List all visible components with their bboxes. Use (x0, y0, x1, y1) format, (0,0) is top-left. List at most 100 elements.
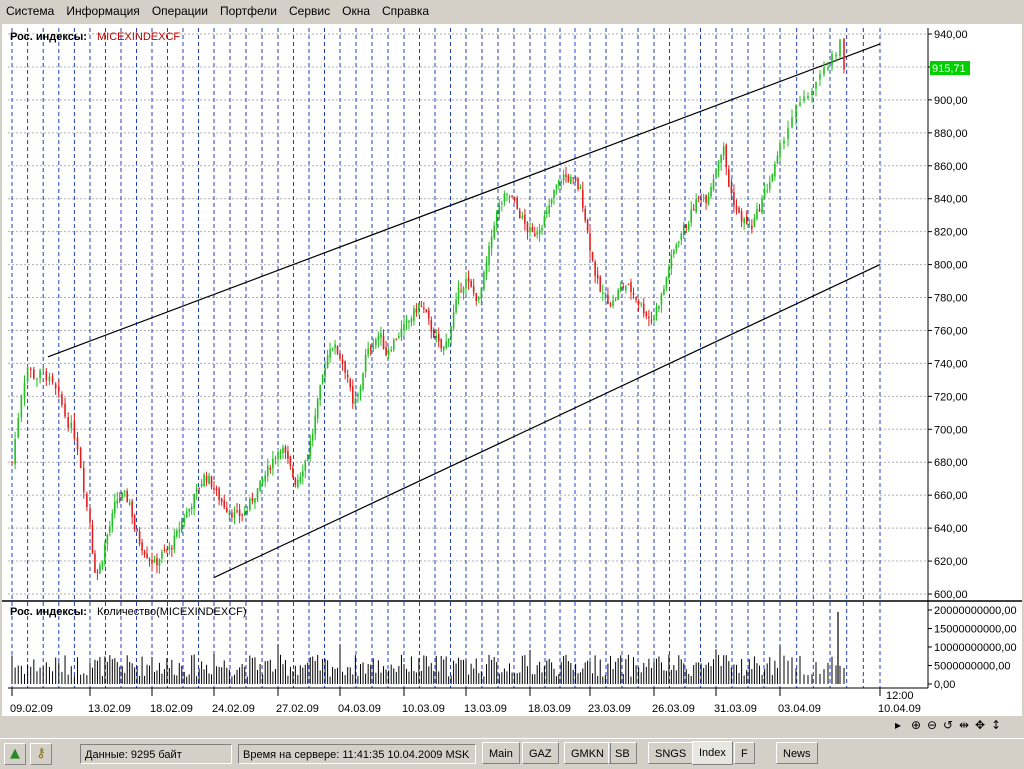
candle-body (106, 534, 109, 544)
candle-body (121, 492, 124, 498)
candle-body (210, 476, 213, 487)
candle-body (400, 328, 403, 338)
connection-icon[interactable]: ▲ (4, 743, 26, 765)
chart-window[interactable]: 940,00920,00900,00880,00860,00840,00820,… (2, 24, 1022, 717)
tab-f[interactable]: F (734, 742, 755, 764)
price-chart[interactable]: 940,00920,00900,00880,00860,00840,00820,… (2, 24, 1022, 717)
price-tick-label: 820,00 (934, 227, 968, 239)
candle-body (771, 174, 774, 182)
scroll-right-icon[interactable]: ▸ (894, 718, 902, 732)
candle-body (104, 543, 106, 563)
menu-informatsiya[interactable]: Информация (66, 4, 140, 18)
menu-okna[interactable]: Окна (342, 4, 370, 18)
candle-body (274, 457, 277, 459)
key-icon[interactable]: ⚷ (30, 743, 52, 765)
reset-zoom-icon[interactable]: ↺ (942, 718, 954, 732)
candle-body (555, 185, 558, 189)
channel-upper-line[interactable] (47, 43, 881, 358)
status-bar: ▲ ⚷ Данные: 9295 байт Время на сервере: … (0, 738, 1024, 769)
candle-body (151, 559, 153, 564)
candle-body (36, 378, 38, 380)
candle-body (375, 339, 377, 346)
candle-body (339, 353, 341, 360)
tab-main[interactable]: Main (482, 742, 520, 764)
candle-body (678, 241, 680, 243)
candle-body (418, 303, 420, 311)
candle-body (367, 348, 369, 355)
candle-body (410, 318, 413, 323)
candle-body (508, 196, 511, 198)
candle-body (795, 105, 797, 119)
price-tick-label: 600,00 (934, 589, 968, 601)
time-label: 12:00 (886, 690, 914, 702)
menu-servis[interactable]: Сервис (289, 4, 331, 18)
date-tick-label: 27.02.09 (276, 703, 319, 715)
candle-body (195, 488, 198, 493)
candle-body (685, 224, 688, 228)
tab-gaz[interactable]: GAZ (522, 742, 559, 764)
zoom-in-icon[interactable]: ⊕ (910, 718, 922, 732)
candle-body (241, 514, 243, 516)
candle-body (213, 487, 215, 490)
candle-body (382, 335, 385, 350)
menu-portfeli[interactable]: Портфели (219, 4, 278, 18)
zoom-out-icon[interactable]: ⊖ (926, 718, 938, 732)
candle-body (673, 249, 675, 255)
candle-body (735, 205, 738, 210)
price-tick-label: 780,00 (934, 293, 968, 305)
candle-body (602, 292, 604, 294)
candle-body (717, 160, 720, 171)
candle-body (553, 189, 555, 198)
candle-body (357, 393, 359, 397)
volume-tick-label: 20000000000,00 (934, 605, 1017, 617)
tab-index[interactable]: Index (692, 741, 733, 765)
candle-body (447, 339, 450, 343)
candle-body (178, 529, 181, 532)
candle-body (264, 475, 266, 482)
candle-body (205, 475, 208, 482)
candle-body (251, 497, 254, 502)
volume-panel-label: Рос. индексы: (10, 606, 87, 618)
candle-body (141, 542, 143, 551)
tab-news[interactable]: News (776, 742, 818, 764)
menu-operatsii[interactable]: Операции (151, 4, 208, 18)
tab-sb[interactable]: SB (608, 742, 637, 764)
candle-body (334, 344, 336, 349)
menu-spravka[interactable]: Справка (382, 4, 430, 18)
trend-channel[interactable] (47, 43, 881, 579)
candle-body (807, 95, 809, 99)
candle-body (548, 205, 550, 214)
candle-body (531, 227, 534, 232)
move-icon[interactable]: ✥ (974, 718, 986, 732)
horizontal-scrollbar[interactable]: ▸ ⊕ ⊖ ↺ ⇹ ✥ ↕ (2, 716, 1022, 734)
candle-body (58, 386, 60, 392)
candle-body (128, 502, 131, 505)
candle-body (20, 395, 23, 418)
candle-body (730, 186, 733, 194)
candle-body (208, 475, 210, 484)
candle-body (682, 225, 685, 235)
candle-body (637, 300, 640, 305)
candle-body (835, 54, 837, 57)
candle-body (490, 236, 493, 249)
date-axis: 09.02.09 13.02.09 18.02.09 24.02.09 27.02.09… (10, 688, 921, 715)
candle-body (99, 565, 101, 574)
candle-body (67, 417, 69, 428)
date-tick-label: 18.02.09 (150, 703, 193, 715)
tab-gmkn[interactable]: GMKN (564, 742, 611, 764)
candle-body (511, 195, 513, 197)
candle-body (526, 222, 529, 232)
candle-body (541, 227, 543, 231)
price-tick-label: 860,00 (934, 161, 968, 173)
fit-height-icon[interactable]: ↕ (990, 718, 1002, 732)
candle-body (625, 285, 627, 290)
candle-body (612, 300, 614, 306)
tab-sngs[interactable]: SNGS (648, 742, 694, 764)
candle-body (111, 513, 114, 527)
channel-lower-line[interactable] (213, 264, 881, 579)
fit-width-icon[interactable]: ⇹ (958, 718, 970, 732)
menu-sistema[interactable]: Система (6, 4, 55, 18)
candle-body (392, 339, 395, 350)
candle-body (596, 274, 599, 279)
candle-body (29, 368, 32, 370)
